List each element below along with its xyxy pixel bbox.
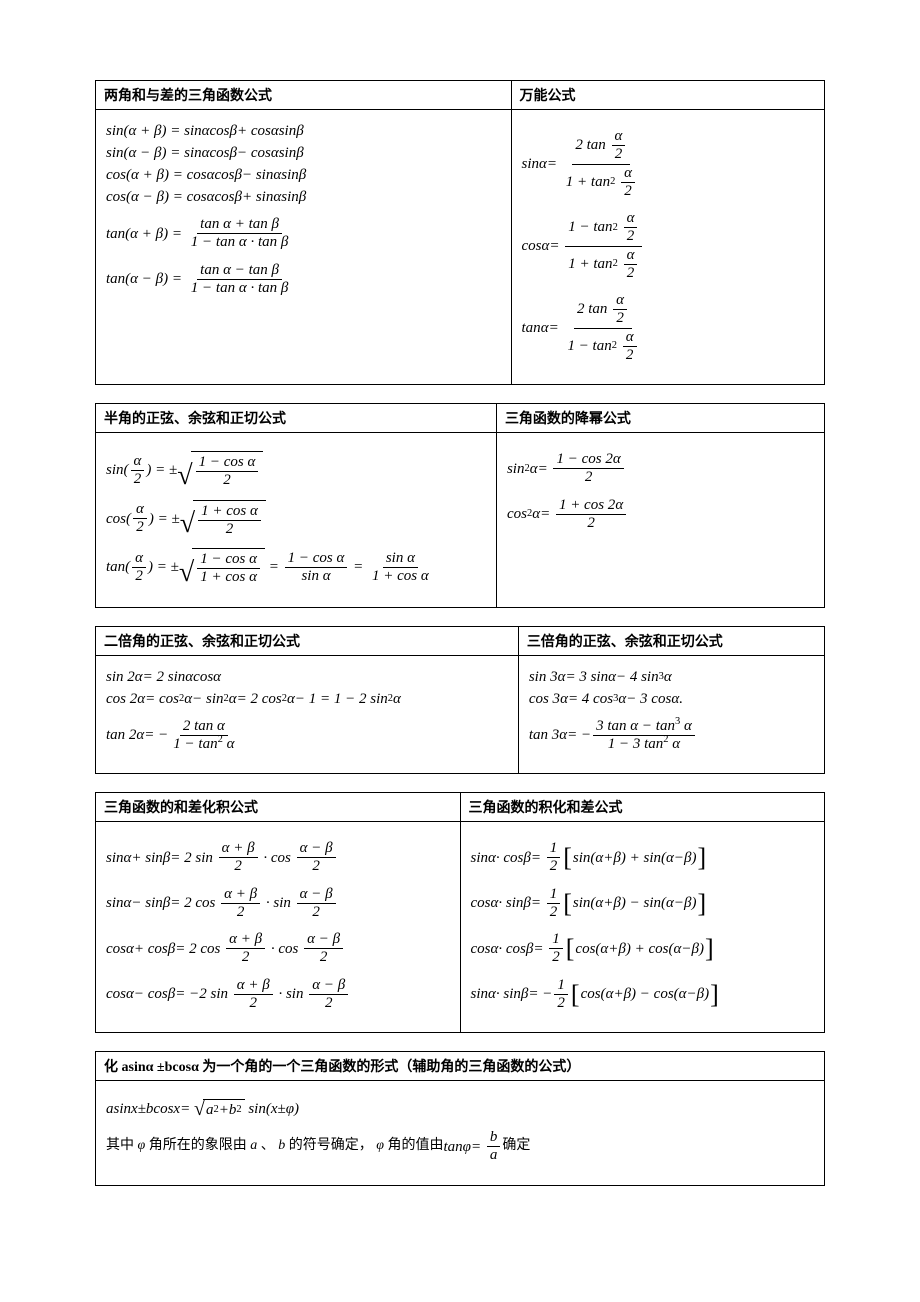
formula: sin 2α = 2 sin α cos α [106,668,508,686]
formula: sin 3α = 3 sin α − 4 sin3 α [529,668,814,686]
formula: tan(α2) = ± √1 − cos α1 + cos α = 1 − co… [106,548,486,587]
formula-cell: sin2 α = 1 − cos 2α2 cos2 α = 1 + cos 2α… [497,433,824,552]
table-header: 二倍角的正弦、余弦和正切公式 [96,627,518,656]
formula-cell: a sin x ± b cos x = √a2 + b2 sin(x ± φ) … [96,1081,824,1185]
formula-cell: sin 3α = 3 sin α − 4 sin3 α cos 3α = 4 c… [519,656,824,774]
formula: cos α · cos β = 12 [cos(α + β) + cos(α −… [471,931,815,967]
formula: cos α + cos β = 2 cos α + β2 · cos α − β… [106,931,450,967]
formula: sin(α2) = ± √1 − cos α2 [106,451,486,490]
table-header: 三倍角的正弦、余弦和正切公式 [519,627,824,656]
formula-cell: sin(α2) = ± √1 − cos α2 cos(α2) = ± √1 +… [96,433,496,607]
formula: sin α = 2 tan α2 1 + tan2 α2 [522,128,814,200]
formula: a sin x ± b cos x = √a2 + b2 sin(x ± φ) [106,1099,814,1119]
formula-cell: sin α = 2 tan α2 1 + tan2 α2 cos α = 1 −… [512,110,824,384]
table-header: 两角和与差的三角函数公式 [96,81,511,110]
page: 两角和与差的三角函数公式 sin(α + β) = sin α cos β + … [0,0,920,1264]
formula: sin2 α = 1 − cos 2α2 [507,451,814,487]
formula-table-5: 化 asinα ±bcosα 为一个角的一个三角函数的形式（辅助角的三角函数的公… [95,1051,825,1186]
formula: cos(α + β) = cos α cos β − sin α sin β [106,166,501,184]
formula-table-2: 半角的正弦、余弦和正切公式 sin(α2) = ± √1 − cos α2 co… [95,403,825,608]
table-header: 半角的正弦、余弦和正切公式 [96,404,496,433]
formula-table-1: 两角和与差的三角函数公式 sin(α + β) = sin α cos β + … [95,80,825,385]
formula: cos 2α = cos2 α − sin2 α = 2 cos2 α − 1 … [106,690,508,708]
formula: cos 3α = 4 cos3 α − 3 cos α. [529,690,814,708]
formula: sin(α + β) = sin α cos β + cos α sin β [106,122,501,140]
formula: sin α · sin β = − 12 [cos(α + β) − cos(α… [471,977,815,1013]
formula: tan α = 2 tan α2 1 − tan2 α2 [522,292,814,364]
formula: sin α − sin β = 2 cos α + β2 · sin α − β… [106,886,450,922]
formula: sin α · cos β = 12 [sin(α + β) + sin(α −… [471,840,815,876]
formula-table-4: 三角函数的和差化积公式 sin α + sin β = 2 sin α + β2… [95,792,825,1033]
formula: cos α = 1 − tan2 α2 1 + tan2 α2 [522,210,814,282]
formula: tan(α − β) = tan α − tan β1 − tan α · ta… [106,262,501,298]
table-header: 三角函数的积化和差公式 [461,793,825,822]
table-header: 万能公式 [512,81,824,110]
table-header: 化 asinα ±bcosα 为一个角的一个三角函数的形式（辅助角的三角函数的公… [96,1052,824,1081]
formula: sin α + sin β = 2 sin α + β2 · cos α − β… [106,840,450,876]
table-header: 三角函数的和差化积公式 [96,793,460,822]
formula: tan(α + β) = tan α + tan β1 − tan α · ta… [106,216,501,252]
formula-table-3: 二倍角的正弦、余弦和正切公式 sin 2α = 2 sin α cos α co… [95,626,825,775]
formula: cos(α2) = ± √1 + cos α2 [106,500,486,539]
formula: tan 3α = − 3 tan α − tan3 α1 − 3 tan2 α [529,718,814,754]
formula: sin(α − β) = sin α cos β − cos α sin β [106,144,501,162]
formula: tan 2α = − 2 tan α1 − tan2 α [106,718,508,754]
formula-cell: sin 2α = 2 sin α cos α cos 2α = cos2 α −… [96,656,518,774]
formula-cell: sin α · cos β = 12 [sin(α + β) + sin(α −… [461,822,825,1032]
formula: cos α − cos β = −2 sin α + β2 · sin α − … [106,977,450,1013]
formula: cos α · sin β = 12 [sin(α + β) − sin(α −… [471,886,815,922]
formula-cell: sin(α + β) = sin α cos β + cos α sin β s… [96,110,511,317]
formula: cos2 α = 1 + cos 2α2 [507,497,814,533]
formula: cos(α − β) = cos α cos β + sin α sin β [106,188,501,206]
formula-cell: sin α + sin β = 2 sin α + β2 · cos α − β… [96,822,460,1032]
formula-note: 其中 φ 角所在的象限由 a 、 b 的符号确定， φ 角的值由 tan φ =… [106,1129,814,1165]
table-header: 三角函数的降幂公式 [497,404,824,433]
